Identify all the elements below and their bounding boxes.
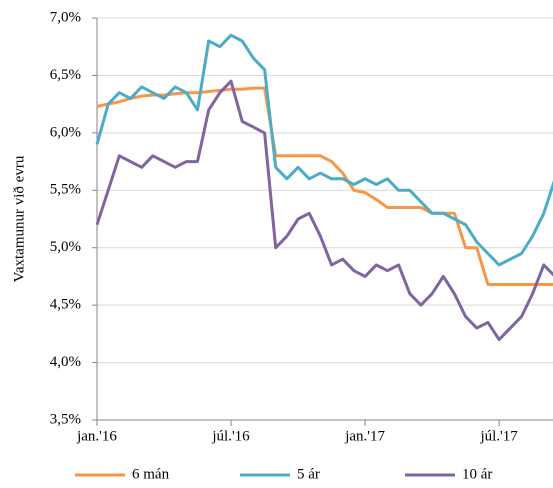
- legend-label: 6 mán: [132, 466, 170, 482]
- y-tick-label: 6,5%: [50, 67, 81, 83]
- y-tick-label: 4,0%: [50, 354, 81, 370]
- line-series: [95, 79, 553, 342]
- y-tick-label: 4,5%: [50, 297, 81, 313]
- legend-label: 5 ár: [297, 466, 320, 482]
- y-axis-label: Vaxtamunur við evru: [11, 155, 27, 282]
- y-tick-label: 7,0%: [50, 9, 81, 25]
- y-tick-label: 5,5%: [50, 182, 81, 198]
- y-tick-label: 6,0%: [50, 124, 81, 140]
- line-series: [95, 33, 553, 267]
- x-tick-label: jan.'17: [344, 428, 385, 444]
- line-series: [96, 86, 553, 286]
- x-tick-label: júl.'16: [211, 428, 250, 444]
- y-tick-label: 5,0%: [50, 239, 81, 255]
- x-tick-label: jan.'16: [76, 428, 117, 444]
- x-tick-label: júl.'17: [479, 428, 518, 444]
- legend-label: 10 ár: [462, 466, 492, 482]
- y-tick-label: 3,5%: [50, 411, 81, 427]
